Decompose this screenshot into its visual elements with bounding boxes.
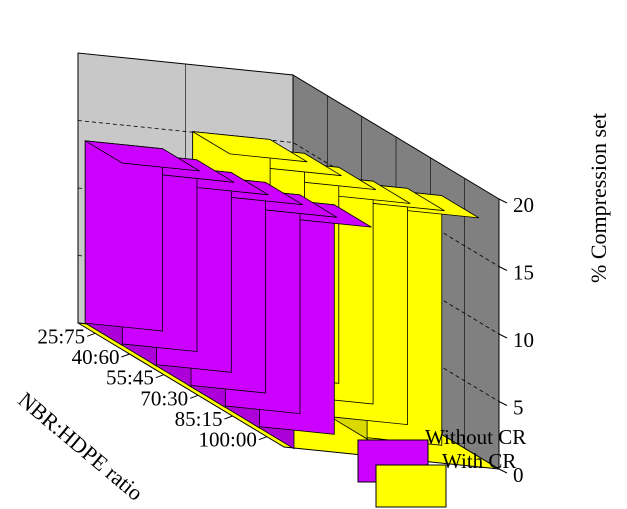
y-tick-mark: [498, 333, 508, 339]
y-tick-mark: [498, 198, 508, 204]
x-tick-label-40-60: 40:60: [72, 345, 120, 369]
y-tick-mark: [498, 468, 508, 474]
x-tick-mark: [224, 415, 233, 420]
y-tick-label-0: 0: [513, 463, 524, 487]
y-tick-label-20: 20: [513, 193, 534, 217]
x-tick-mark: [258, 436, 268, 441]
x-tick-label-70-30: 70:30: [140, 386, 188, 410]
x-tick-label-25-75: 25:75: [37, 324, 85, 348]
gridline-15: [77, 120, 500, 267]
y-tick-label-10: 10: [513, 328, 534, 352]
legend: Without CR With CR: [357, 425, 526, 508]
x-tick-label-55-45: 55:45: [106, 366, 154, 390]
y-tick-label-15: 15: [513, 261, 534, 285]
x-tick-mark: [155, 374, 165, 379]
bar-without-cr-25-75: [84, 140, 200, 347]
legend-label-without-cr: Without CR: [425, 425, 526, 449]
y-axis-title: % Compression set: [586, 113, 611, 283]
x-tick-mark: [121, 353, 130, 358]
legend-label-with-cr: With CR: [442, 449, 516, 473]
x-tick-mark: [86, 332, 96, 337]
x-tick-mark: [189, 394, 199, 399]
x-tick-label-100-00: 100:00: [198, 428, 256, 452]
bars: [84, 130, 480, 461]
legend-swatch-with-cr: [375, 464, 447, 508]
y-tick-mark: [498, 266, 508, 271]
x-tick-label-85-15: 85:15: [175, 407, 223, 431]
y-tick-label-5: 5: [513, 396, 524, 420]
y-axis-ticks: 0 5 10 15 20: [498, 193, 534, 487]
x-axis-title: NBR:HDPE ratio: [14, 387, 149, 506]
y-tick-mark: [498, 401, 508, 406]
